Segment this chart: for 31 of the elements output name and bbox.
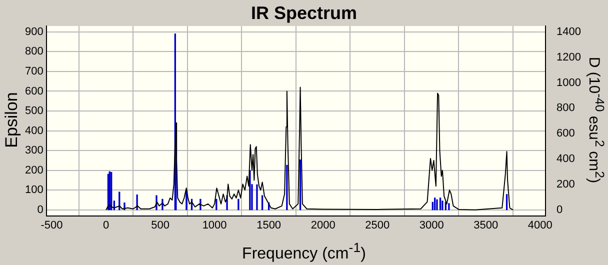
y-tick-label: 600 xyxy=(24,85,44,98)
y-tick-label: 0 xyxy=(37,204,44,216)
y2-tick-label: 1400 xyxy=(556,26,582,38)
y-tick-label: 300 xyxy=(24,144,44,157)
x-tick-label: 0 xyxy=(102,219,110,232)
x-tick-label: 500 xyxy=(151,219,170,232)
y-tick-label: 400 xyxy=(24,124,44,137)
y2-tick-label: 1200 xyxy=(556,51,582,64)
y2-tick-label: 0 xyxy=(556,204,563,216)
x-tick-label: -500 xyxy=(40,219,63,232)
y2-tick-label: 600 xyxy=(556,128,575,140)
y2-tick-label: 200 xyxy=(556,178,575,190)
x-tick-label: 3500 xyxy=(474,219,498,232)
y-tick-label: 900 xyxy=(24,26,44,38)
x-tick-label: 1000 xyxy=(202,219,227,232)
x-tick-label: 1500 xyxy=(256,219,282,232)
x-tick-label: 4000 xyxy=(528,219,552,232)
x-tick-label: 3000 xyxy=(419,219,444,232)
y-tick-label: 800 xyxy=(24,46,44,58)
y-tick-label: 500 xyxy=(24,105,44,118)
y-tick-label: 200 xyxy=(24,164,44,176)
y-tick-label: 700 xyxy=(24,66,44,78)
chart-title: IR Spectrum xyxy=(250,3,358,24)
y-axis-title: Epsilon xyxy=(2,92,22,148)
y2-tick-label: 800 xyxy=(556,102,575,114)
y2-tick-label: 1000 xyxy=(556,76,582,89)
y2-tick-label: 400 xyxy=(556,153,575,166)
x-tick-label: 2500 xyxy=(365,219,390,232)
y-tick-label: 100 xyxy=(24,184,44,196)
x-axis-title: Frequency (cm$^{-1}$) xyxy=(241,240,367,263)
x-tick-label: 2000 xyxy=(310,219,336,232)
